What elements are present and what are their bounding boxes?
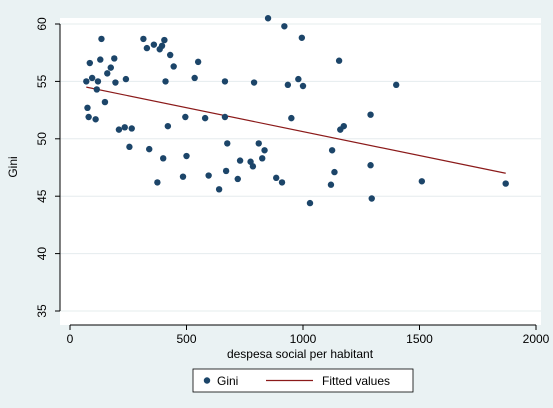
gini-point	[255, 140, 262, 147]
gini-point	[83, 78, 90, 85]
gini-point	[179, 173, 187, 180]
x-tick-label: 2000	[523, 332, 550, 346]
gini-point	[288, 114, 295, 122]
y-tick-label: 55	[35, 74, 49, 88]
gini-point	[236, 157, 244, 164]
x-axis-ticks: 0 500 1000 1500 2000	[67, 325, 550, 346]
gini-point	[393, 81, 400, 89]
gini-point	[249, 163, 257, 170]
gini-point	[250, 79, 258, 86]
gini-point	[107, 64, 114, 71]
gini-point	[161, 36, 168, 44]
y-axis-ticks: 35 40 45 50 55 60	[35, 17, 60, 318]
gini-point	[234, 175, 241, 183]
gini-point	[121, 124, 128, 131]
gini-point	[367, 111, 374, 118]
gini-point	[97, 56, 104, 63]
gini-point	[162, 78, 169, 85]
y-tick-label: 40	[35, 247, 49, 261]
gini-point	[221, 78, 229, 85]
legend-label-gini: Gini	[217, 374, 238, 388]
legend: Gini Fitted values	[192, 368, 414, 393]
gini-point	[327, 181, 335, 188]
gini-point	[98, 35, 105, 43]
gini-point	[143, 44, 151, 52]
plot-area	[60, 18, 541, 325]
gini-point	[295, 75, 302, 83]
gini-point	[368, 195, 375, 202]
fitted-values-line	[86, 86, 506, 174]
y-tick-label: 60	[35, 17, 49, 31]
gini-point	[298, 34, 306, 41]
gini-point	[154, 179, 161, 186]
gini-point	[261, 147, 268, 154]
gini-point	[128, 125, 135, 132]
gini-point	[94, 78, 102, 85]
x-tick-label: 1000	[290, 332, 317, 346]
gini-point	[104, 70, 111, 77]
gini-point	[160, 155, 167, 162]
gini-point	[278, 179, 286, 186]
gini-point	[126, 143, 133, 151]
gini-point	[101, 98, 109, 106]
gini-point	[299, 82, 307, 90]
gini-point	[259, 155, 266, 162]
gini-point	[164, 122, 172, 130]
gini-point	[146, 145, 153, 153]
gini-point	[93, 86, 100, 93]
gini-point	[335, 57, 343, 64]
x-tick-label: 500	[176, 332, 196, 346]
legend-marker-gini	[203, 377, 211, 384]
gini-point	[183, 152, 190, 160]
gini-point	[158, 42, 166, 50]
gini-point	[264, 15, 272, 22]
gini-point	[111, 55, 118, 62]
fitted-line-layer	[86, 86, 506, 174]
gini-point	[88, 74, 96, 82]
x-axis-label: despesa social per habitant	[227, 347, 374, 361]
y-tick-label: 35	[35, 304, 49, 318]
gini-point	[215, 186, 223, 193]
gini-point	[84, 104, 91, 112]
gini-point	[281, 23, 288, 30]
legend-label-fitted: Fitted values	[322, 374, 390, 388]
gini-point	[273, 174, 280, 182]
gini-point	[221, 113, 229, 121]
gini-point	[194, 58, 202, 66]
gini-point	[502, 180, 509, 187]
gini-point	[201, 114, 209, 122]
gini-point	[367, 162, 374, 169]
y-axis-label: Gini	[6, 156, 20, 177]
gini-point	[205, 172, 212, 179]
gini-point	[191, 74, 198, 82]
gini-point	[418, 178, 426, 185]
gini-point	[224, 140, 231, 147]
gini-point	[115, 126, 123, 133]
gini-point	[340, 122, 347, 130]
gini-point	[182, 113, 189, 121]
gini-point	[140, 35, 147, 43]
gini-point	[166, 51, 174, 59]
gini-point	[112, 79, 119, 86]
x-tick-label: 1500	[406, 332, 433, 346]
gini-point	[150, 41, 158, 48]
gini-point	[122, 75, 130, 83]
gini-point	[86, 59, 94, 67]
scatter-points	[83, 15, 509, 207]
x-tick-label: 0	[67, 332, 74, 346]
gini-point	[284, 81, 292, 89]
gini-point	[331, 168, 338, 176]
gini-point	[306, 199, 314, 207]
y-tick-label: 50	[35, 132, 49, 146]
gini-point	[170, 63, 177, 70]
gini-point	[222, 167, 230, 175]
gini-point	[85, 113, 92, 121]
y-tick-label: 45	[35, 189, 49, 203]
gini-point	[328, 147, 336, 154]
gini-point	[92, 116, 99, 123]
